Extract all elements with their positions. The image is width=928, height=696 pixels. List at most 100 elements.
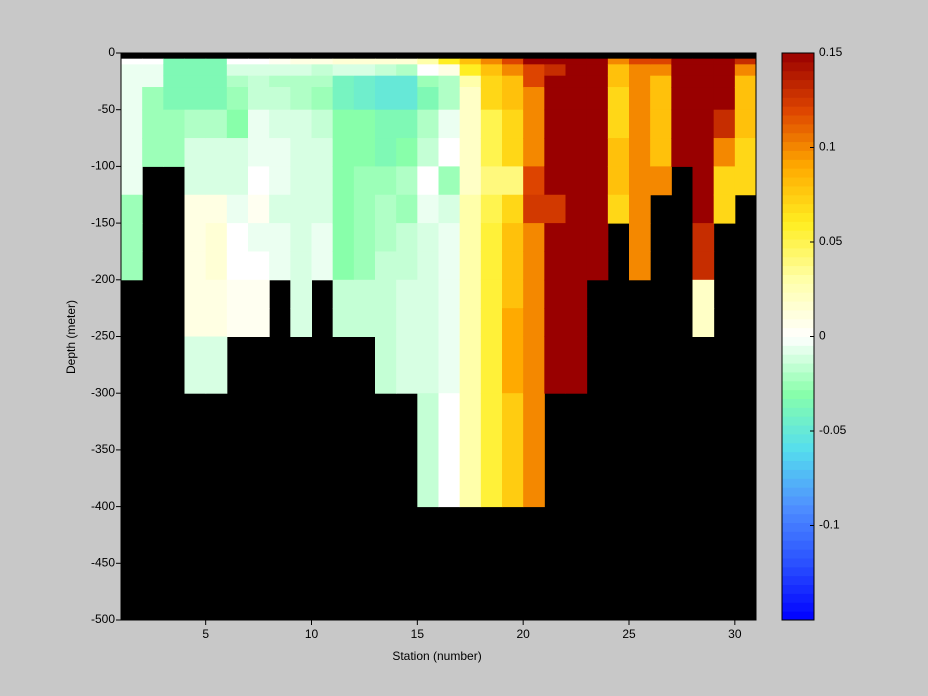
heatmap-cell	[163, 75, 185, 88]
colorbar-tick-label: 0	[819, 329, 826, 343]
heatmap-cell	[290, 75, 312, 88]
heatmap-cell	[184, 64, 207, 77]
colorbar-swatch	[782, 345, 814, 355]
heatmap-cell	[523, 166, 545, 196]
heatmap-cell	[226, 308, 249, 337]
x-tick-label: 30	[728, 627, 742, 641]
heatmap-cell	[269, 138, 291, 167]
heatmap-cell	[163, 87, 185, 111]
x-tick-label: 25	[622, 627, 636, 641]
heatmap-cell	[544, 279, 566, 309]
heatmap-cell	[459, 393, 482, 508]
colorbar-swatch	[782, 478, 814, 488]
heatmap-cell	[502, 223, 524, 252]
heatmap-cell	[205, 279, 228, 309]
colorbar-tick-label: -0.05	[819, 423, 847, 437]
heatmap-cell	[734, 166, 757, 196]
heatmap-cell	[459, 251, 482, 281]
heatmap-cell	[565, 308, 588, 337]
heatmap-cell	[629, 194, 651, 224]
heatmap-cell	[502, 109, 524, 139]
heatmap-cell	[438, 166, 461, 196]
heatmap-cell	[438, 279, 461, 309]
heatmap-cell	[396, 308, 418, 337]
heatmap-cell	[332, 166, 355, 196]
heatmap-cell	[311, 251, 334, 281]
heatmap-cell	[607, 138, 630, 167]
heatmap-cell	[184, 87, 207, 111]
heatmap-cell	[438, 223, 461, 252]
y-tick-label: -100	[91, 159, 115, 173]
colorbar-swatch	[782, 407, 814, 417]
heatmap-cell	[311, 223, 334, 252]
heatmap-cell	[459, 58, 482, 65]
heatmap-cell	[692, 138, 715, 167]
heatmap-cell	[290, 194, 312, 224]
heatmap-cell	[353, 223, 376, 252]
heatmap-cell	[121, 251, 143, 281]
colorbar-swatch	[782, 416, 814, 426]
heatmap-cell	[396, 194, 418, 224]
colorbar-swatch	[782, 522, 814, 532]
heatmap-cell	[142, 138, 164, 167]
colorbar-swatch	[782, 88, 814, 98]
colorbar-swatch	[782, 123, 814, 134]
heatmap-cell	[396, 64, 418, 77]
heatmap-cell	[269, 87, 291, 111]
colorbar-swatch	[782, 247, 814, 258]
heatmap-cell	[650, 109, 672, 139]
heatmap-cell	[692, 194, 715, 224]
y-tick-label: -450	[91, 555, 115, 569]
heatmap-cell	[629, 75, 651, 88]
y-tick-label: -400	[91, 499, 115, 513]
heatmap-cell	[205, 194, 228, 224]
heatmap-cell	[459, 308, 482, 337]
colorbar-swatch	[782, 53, 814, 63]
heatmap-cell	[438, 87, 461, 111]
heatmap-cell	[459, 109, 482, 139]
heatmap-cell	[586, 109, 609, 139]
heatmap-cell	[629, 223, 651, 252]
colorbar-swatch	[782, 203, 814, 213]
heatmap-cell	[523, 336, 545, 394]
heatmap-cell	[332, 75, 355, 88]
heatmap-cell	[163, 58, 185, 65]
colorbar-swatch	[782, 442, 814, 453]
colorbar-swatch	[782, 150, 814, 160]
heatmap-cell	[671, 138, 693, 167]
colorbar-swatch	[782, 194, 814, 205]
heatmap-cell	[226, 138, 249, 167]
heatmap-cell	[713, 109, 736, 139]
colorbar-swatch	[782, 159, 814, 169]
colorbar-swatch	[782, 132, 814, 143]
heatmap-cell	[502, 58, 524, 65]
heatmap-cell	[396, 109, 418, 139]
heatmap-cell	[163, 64, 185, 77]
heatmap-cell	[205, 87, 228, 111]
heatmap-cell	[417, 251, 439, 281]
y-tick-label: -350	[91, 442, 115, 456]
heatmap-cell	[480, 279, 503, 309]
heatmap-cell	[184, 336, 207, 394]
heatmap-cell	[650, 87, 672, 111]
heatmap-cell	[248, 75, 270, 88]
heatmap-cell	[586, 251, 609, 281]
heatmap-cell	[290, 109, 312, 139]
heatmap-cell	[459, 279, 482, 309]
heatmap-cell	[544, 87, 566, 111]
colorbar-swatch	[782, 283, 814, 293]
heatmap-cell	[480, 58, 503, 65]
heatmap-cell	[692, 308, 715, 337]
heatmap-cell	[396, 138, 418, 167]
colorbar-swatch	[782, 221, 814, 231]
heatmap-cell	[311, 87, 334, 111]
heatmap-cell	[523, 308, 545, 337]
x-tick-label: 15	[411, 627, 425, 641]
heatmap-cell	[734, 58, 757, 65]
heatmap-cell	[544, 251, 566, 281]
heatmap-cell	[311, 194, 334, 224]
colorbar-tick-label: 0.05	[819, 234, 843, 248]
heatmap-cell	[459, 64, 482, 77]
heatmap-cell	[353, 87, 376, 111]
colorbar-swatch	[782, 495, 814, 506]
